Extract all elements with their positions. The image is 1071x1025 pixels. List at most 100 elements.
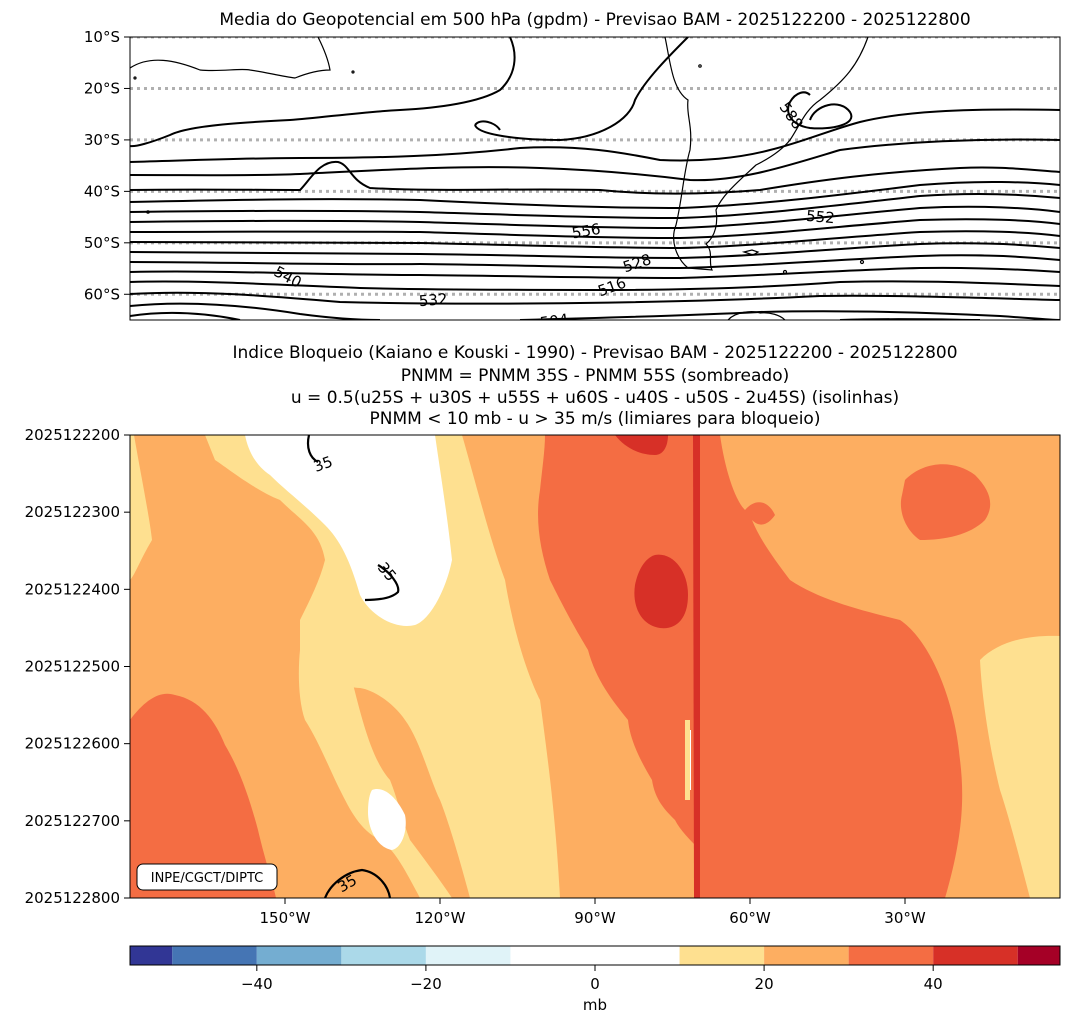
longitude-tick-labels: 150°W 120°W 90°W 60°W 30°W [260, 898, 926, 927]
contour-line [130, 254, 1060, 270]
time-tick-label: 2025122600 [25, 735, 120, 753]
shade-30-40-mb [130, 693, 276, 898]
contour-label: 588 [776, 99, 807, 133]
contour-line [130, 37, 516, 148]
contour-label: 532 [418, 290, 448, 310]
contour-line [130, 291, 1060, 305]
time-tick-label: 2025122400 [25, 580, 120, 598]
shade-40-50-mb [615, 435, 668, 455]
time-tick-label: 2025122300 [25, 503, 120, 521]
lon-tick-label: 120°W [415, 909, 466, 927]
contour-line [474, 120, 501, 131]
latitude-tick-labels: 10°S 20°S 30°S 40°S 50°S 60°S [84, 28, 130, 303]
contour-line [130, 280, 1060, 292]
lon-tick-label: 60°W [729, 909, 771, 927]
time-tick-label: 2025122500 [25, 658, 120, 676]
lat-tick-label: 30°S [84, 131, 120, 149]
time-tick-label: 2025122200 [25, 426, 120, 444]
colorbar-cell [679, 946, 765, 965]
colorbar-tick-label: −20 [410, 975, 442, 993]
contour-line [130, 302, 1060, 320]
time-tick-label: 2025122800 [25, 889, 120, 907]
map-title: Media do Geopotencial em 500 hPa (gpdm) … [219, 10, 971, 30]
lon-tick-label: 30°W [884, 909, 926, 927]
time-tick-label: 2025122700 [25, 812, 120, 830]
colorbar-cell [172, 946, 257, 965]
contour-label: 540 [271, 262, 305, 291]
index-title-line-3: u = 0.5(u25S + u30S + u55S + u60S - u40S… [290, 388, 900, 408]
lat-tick-label: 60°S [84, 285, 120, 303]
shade-30-40-mb [538, 435, 963, 898]
geopotential-contours [130, 37, 1060, 320]
shade-minus10-10-mb [245, 435, 452, 626]
contour-line [130, 218, 1060, 240]
colorbar-cell [425, 946, 511, 965]
contour-label: 556 [570, 220, 601, 243]
colorbar-cells [130, 946, 1060, 965]
blocking-index-plot: 35 35 35 INPE/CGCT/DIPTC 202512220020251… [25, 426, 1061, 927]
contour-line [130, 180, 1060, 210]
shade-40-50-mb [634, 554, 688, 629]
contour-line [130, 193, 1060, 220]
colorbar-tick-label: 40 [924, 975, 943, 993]
contour-label: 504 [539, 310, 570, 332]
south-america-coast [664, 37, 869, 271]
lon-tick-label: 150°W [260, 909, 311, 927]
africa-coast [130, 37, 331, 79]
shade-10-20-mb [205, 435, 560, 898]
lat-tick-label: 20°S [84, 79, 120, 97]
colorbar: −40 −20 0 20 40 mb [129, 945, 1061, 1014]
lat-tick-label: 10°S [84, 28, 120, 46]
coastlines [130, 37, 869, 320]
colorbar-cell [510, 946, 680, 965]
colorbar-cell [764, 946, 849, 965]
lat-tick-label: 40°S [84, 182, 120, 200]
colorbar-cell [1017, 946, 1060, 965]
contour-label: 552 [805, 207, 835, 227]
shade-minus10-10-mb [368, 789, 406, 850]
shade-40-50-mb [693, 435, 700, 898]
lat-tick-label: 50°S [84, 234, 120, 252]
contour-line [130, 160, 1060, 195]
colorbar-cell [933, 946, 1018, 965]
contour-line [323, 868, 392, 898]
latitude-gridlines [130, 37, 1060, 296]
contour-line [130, 266, 1060, 280]
index-title-line-4: PNMM < 10 mb - u > 35 m/s (limiares para… [369, 409, 821, 429]
index-title-line-2: PNMM = PNMM 35S - PNMM 55S (sombreado) [400, 366, 790, 386]
contour-line [474, 37, 689, 142]
contour-line [130, 138, 1060, 182]
colorbar-cell [256, 946, 342, 965]
shade-10-20-mb [980, 635, 1060, 898]
contour-label: 528 [621, 250, 654, 276]
colorbar-tick-label: 0 [590, 975, 600, 993]
contour-line [130, 205, 1060, 230]
shade-10-20-mb [130, 435, 152, 580]
shade-30-40-mb [900, 464, 991, 540]
shade-10-20-mb [298, 646, 452, 898]
geopotential-map: 588 556 552 528 516 540 532 504 10°S20°S… [84, 28, 1061, 332]
colorbar-ticks: −40 −20 0 20 40 [241, 965, 943, 993]
colorbar-tick-label: 20 [755, 975, 774, 993]
colorbar-cell [130, 946, 173, 965]
map-frame [129, 36, 1061, 321]
colorbar-tick-label: −40 [241, 975, 273, 993]
index-title-line-1: Indice Bloqueio (Kaiano e Kouski - 1990)… [232, 343, 958, 363]
contour-line [364, 564, 400, 602]
credit-label: INPE/CGCT/DIPTC [151, 871, 263, 886]
colorbar-cell [341, 946, 426, 965]
contour-line [130, 230, 1060, 250]
shade-10-20-mb [685, 720, 690, 800]
contour-label: 35 [311, 452, 335, 475]
colorbar-unit-label: mb [583, 996, 607, 1014]
wind-contours [306, 435, 400, 898]
colorbar-cell [848, 946, 934, 965]
time-tick-labels: 2025122200 2025122300 2025122400 2025122500… [25, 426, 130, 907]
contour-line [130, 108, 1060, 163]
lon-tick-label: 90°W [574, 909, 616, 927]
contour-line [306, 435, 319, 463]
credit-box [136, 863, 278, 891]
contour-line [130, 242, 1060, 260]
contour-line [787, 91, 853, 130]
